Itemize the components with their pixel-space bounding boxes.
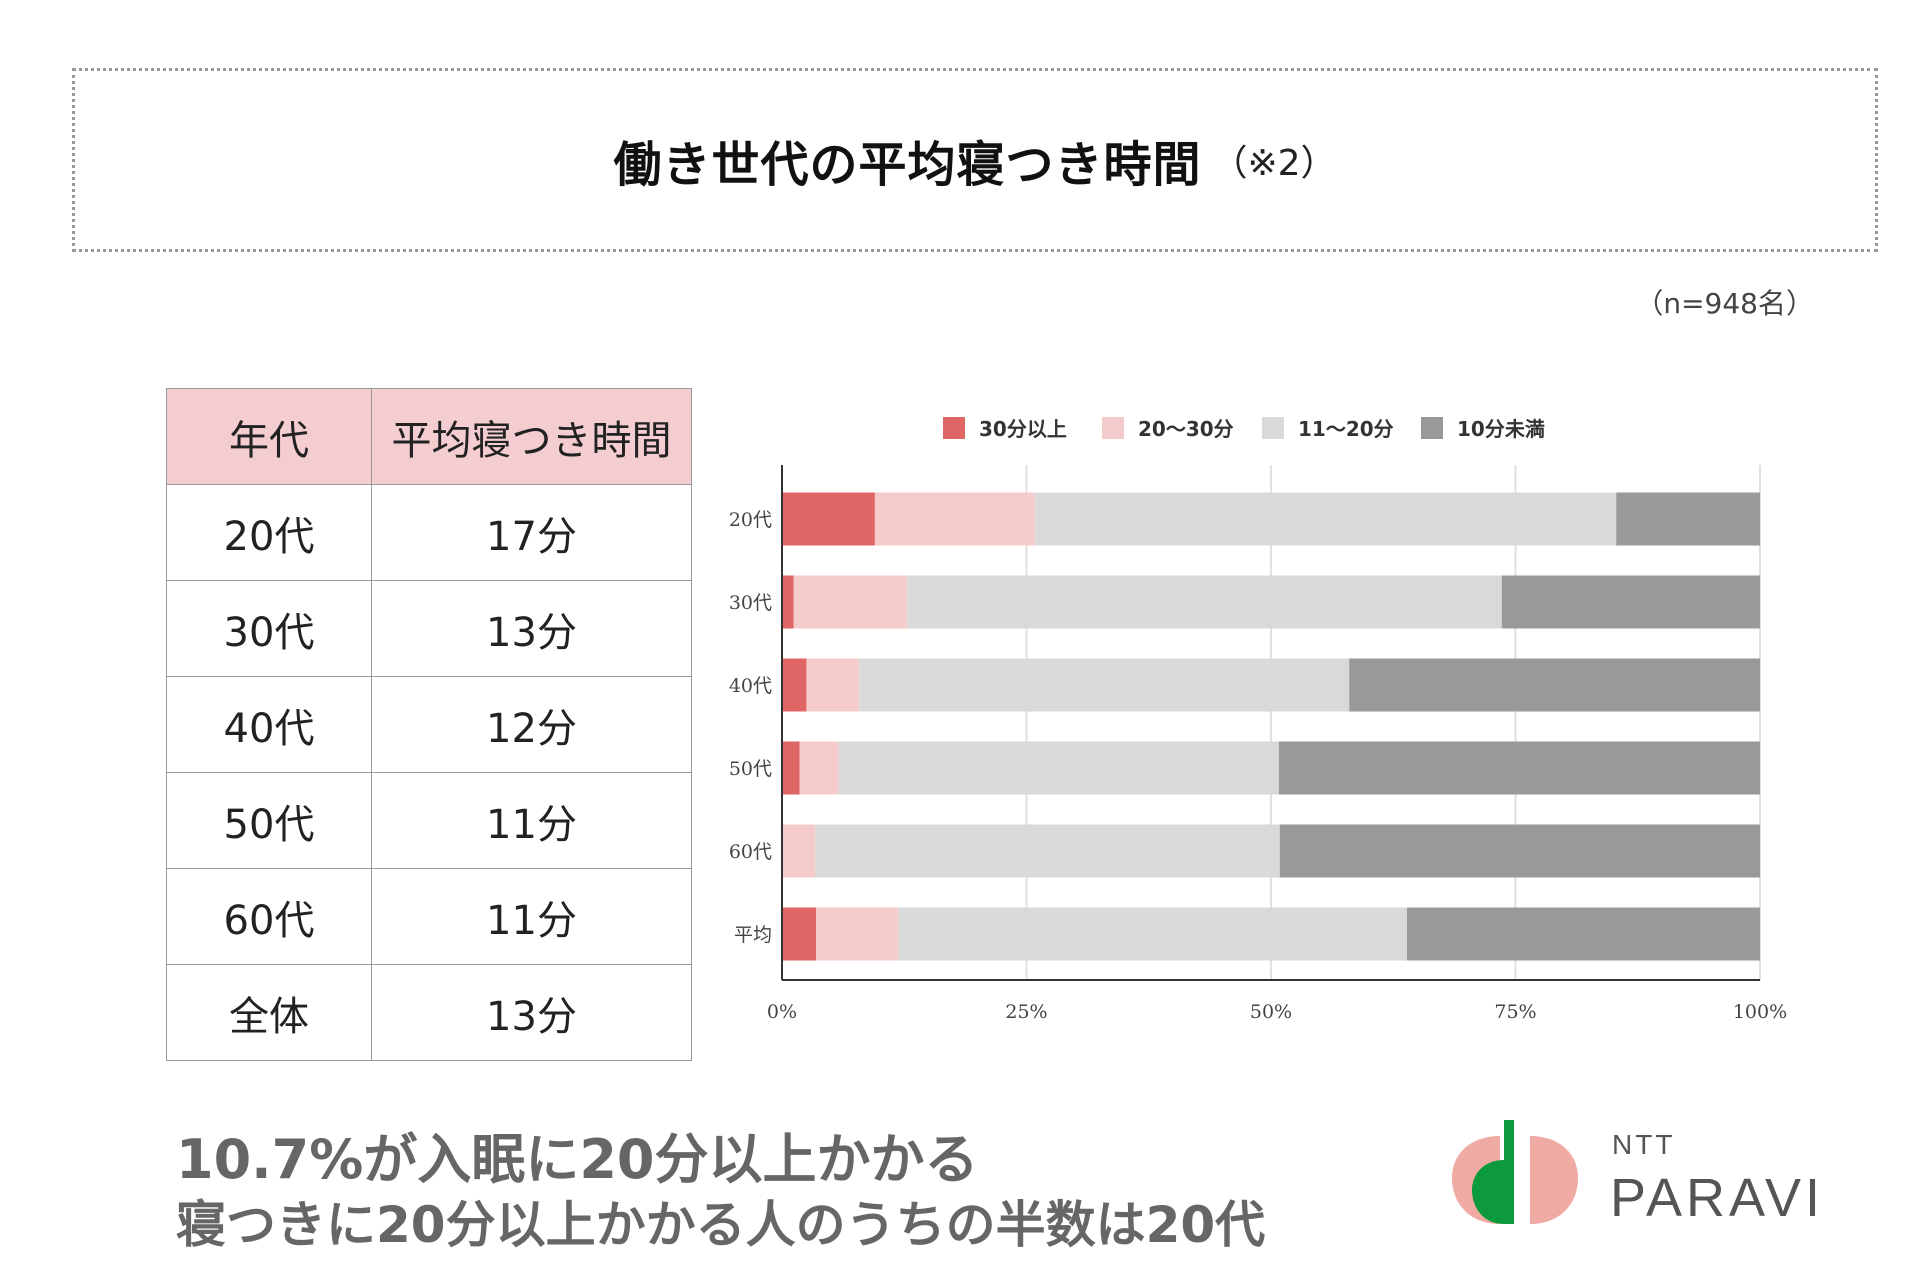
legend-swatch [1102,417,1124,439]
y-category-label: 平均 [734,924,772,946]
header-age: 年代 [166,388,372,485]
x-tick-label: 75% [1494,1001,1536,1023]
bar-segment [816,907,899,961]
cell-time: 13分 [371,964,692,1061]
bar-segment [1501,575,1760,629]
y-category-label: 30代 [729,592,772,614]
bar-segment [782,824,816,878]
cell-age: 20代 [166,484,372,581]
bar-segment [782,575,794,629]
bar-segment [838,741,1279,795]
bar-segment [782,907,817,961]
legend-label: 30分以上 [979,417,1067,441]
cell-time: 13分 [371,580,692,677]
x-tick-label: 50% [1250,1001,1292,1023]
cell-age: 60代 [166,868,372,965]
bar-segment [1406,907,1760,961]
legend-label: 11〜20分 [1298,417,1394,441]
y-category-label: 40代 [729,675,772,697]
legend-swatch [1421,417,1443,439]
bar-segment [799,741,839,795]
x-tick-label: 0% [767,1001,797,1023]
bar-segment [898,907,1407,961]
logo-paravita-text: PARAVITA [1610,1168,1822,1228]
bar-segment [1278,741,1760,795]
table-row: 全体 13分 [166,964,692,1061]
bar-segment [782,658,807,712]
headline-line-1: 10.7%が入眠に20分以上かかる [176,1128,979,1191]
bar-segment [874,492,1036,546]
legend-swatch [1262,417,1284,439]
y-category-label: 20代 [729,509,772,531]
table-header-row: 年代 平均寝つき時間 [166,388,692,485]
y-category-label: 60代 [729,841,772,863]
x-tick-label: 25% [1005,1001,1047,1023]
y-category-label: 50代 [729,758,772,780]
bar-segment [1349,658,1760,712]
sample-size: （n=948名） [1635,287,1814,320]
legend-label: 20〜30分 [1138,417,1234,441]
cell-age: 30代 [166,580,372,677]
bar-segment [806,658,860,712]
bar-segment [782,492,875,546]
bar-segment [1616,492,1760,546]
table-row: 40代 12分 [166,676,692,773]
cell-time: 11分 [371,868,692,965]
page-title: 働き世代の平均寝つき時間 [613,137,1202,193]
bar-segment [1035,492,1617,546]
cell-time: 11分 [371,772,692,869]
bar-segment [907,575,1502,629]
title-box: 働き世代の平均寝つき時間 （※2） [72,68,1878,252]
logo-ntt-text: NTT [1612,1129,1675,1160]
ntt-paravita-logo: NTT PARAVITA [1452,1120,1822,1228]
headline-line-2: 寝つきに20分以上かかる人のうちの半数は20代 [176,1196,1266,1254]
cell-time: 17分 [371,484,692,581]
paravita-logo-mark-icon [1452,1120,1578,1224]
table-row: 60代 11分 [166,868,692,965]
table-row: 50代 11分 [166,772,692,869]
bar-segment [793,575,908,629]
bar-segment [815,824,1280,878]
header-avg-time: 平均寝つき時間 [371,388,692,485]
legend-label: 10分未満 [1457,417,1545,441]
cell-age: 50代 [166,772,372,869]
cell-time: 12分 [371,676,692,773]
table-row: 20代 17分 [166,484,692,581]
bar-segment [859,658,1350,712]
legend-swatch [943,417,965,439]
x-tick-label: 100% [1733,1001,1787,1023]
title-note: （※2） [1211,143,1337,184]
bar-segment [1279,824,1760,878]
table-row: 30代 13分 [166,580,692,677]
cell-age: 全体 [166,964,372,1061]
bar-segment [782,741,800,795]
sleep-onset-table: 年代 平均寝つき時間 20代 17分 30代 13分 40代 12分 50代 1… [166,388,692,1061]
